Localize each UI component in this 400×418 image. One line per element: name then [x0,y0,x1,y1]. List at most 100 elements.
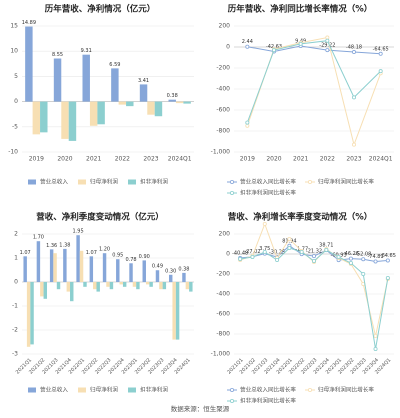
y-tick-label: 0 [14,98,18,105]
point [348,260,353,265]
point [311,254,316,259]
bar [175,282,180,340]
legend-marker [307,179,312,184]
data-label: 3.75 [259,246,270,252]
point [373,333,378,338]
line [246,40,382,123]
y-tick-label: 2 [14,231,18,238]
data-label: 2.44 [242,39,253,45]
legend-label: 归母净利润 [90,386,118,394]
data-label: -21.32 [306,249,322,255]
point [351,95,356,100]
x-tick-label: 2019 [29,156,44,163]
data-label: 0.49 [152,264,163,270]
point [351,50,356,55]
legend-swatch [128,387,136,393]
y-tick-label: -400 [216,291,230,298]
data-label: 1.20 [99,247,110,253]
x-tick-label: 2022 [320,156,335,163]
y-tick-label: -3 [12,351,18,358]
legend-swatch [128,179,136,185]
y-tick-label: -1 [12,303,18,310]
y-tick-label: 1 [14,255,18,262]
bar [155,270,160,282]
data-label: -64.65 [373,46,389,52]
bar [122,282,127,287]
bar [119,282,123,285]
source: 数据来源：恒生聚源 [171,404,230,413]
y-tick-label: -200 [216,271,230,278]
bar [40,282,44,297]
y-tick-label: 0 [226,251,230,258]
bar [25,26,33,102]
bar [49,249,54,282]
legend-swatch [28,179,36,185]
point [348,256,353,261]
data-label: -52.08 [355,252,371,258]
bar [63,248,67,282]
legend-marker [229,190,234,195]
point [245,120,250,125]
bar [149,282,153,287]
bar [97,101,105,125]
data-label: 14.89 [22,20,36,26]
point [298,41,303,46]
bar [23,256,27,282]
bar [43,282,48,299]
data-label: -64.65 [380,253,396,259]
bar [145,282,150,285]
x-tick-label: 2022 [115,156,130,163]
legend-swatch [78,179,86,185]
data-label: 1.07 [20,250,31,256]
bar [106,282,110,287]
bar [26,282,31,347]
bar [89,101,98,126]
y-tick-label: -5 [12,123,18,130]
legend-label: 营业总收入同比增长率 [240,386,296,394]
data-label: 0.38 [178,266,189,272]
legend-label: 扣非净利润同比增长率 [240,397,296,405]
y-tick-label: -600 [216,311,230,318]
y-tick-label: 10 [10,48,18,55]
data-label: 3.41 [138,78,149,84]
data-label: 0.90 [139,254,150,260]
legend-label: 归母净利润 [90,178,118,186]
bar [93,282,97,290]
y-tick-label: -600 [216,107,230,114]
point [325,38,330,43]
data-label: 1.38 [59,242,70,248]
x-tick-label: 2023 [143,156,158,163]
y-tick-label: 200 [219,231,231,238]
bar [102,253,107,282]
data-label: 0.95 [112,253,123,259]
x-tick-label: 2019 [240,156,255,163]
x-tick-label: 2023 [346,156,361,163]
bar [183,101,191,104]
bar [66,282,71,292]
data-label: -48.18 [346,45,362,51]
point [373,259,378,264]
y-tick-label: -400 [216,86,230,93]
bar [136,282,140,290]
x-tick-label: 2021 [293,156,308,163]
point [361,257,366,262]
point [351,142,356,147]
data-label: 1.36 [46,243,57,249]
point [275,257,280,262]
y-tick-label: -800 [216,128,230,135]
data-label: 0.38 [167,93,178,99]
point [361,271,366,276]
y-tick-label: -800 [216,331,230,338]
bar [147,101,155,115]
point [325,35,330,40]
bar [76,235,80,282]
chart-title: 营收、净利增长率季度变动情况（%） [228,212,373,223]
bar [159,282,163,290]
point [336,254,341,259]
legend-label: 归母净利润同比增长率 [318,386,374,394]
line [247,45,381,55]
y-tick-label: 200 [219,23,231,30]
legend-label: 扣非净利润同比增长率 [240,189,296,197]
point [385,275,390,280]
point [250,254,255,259]
